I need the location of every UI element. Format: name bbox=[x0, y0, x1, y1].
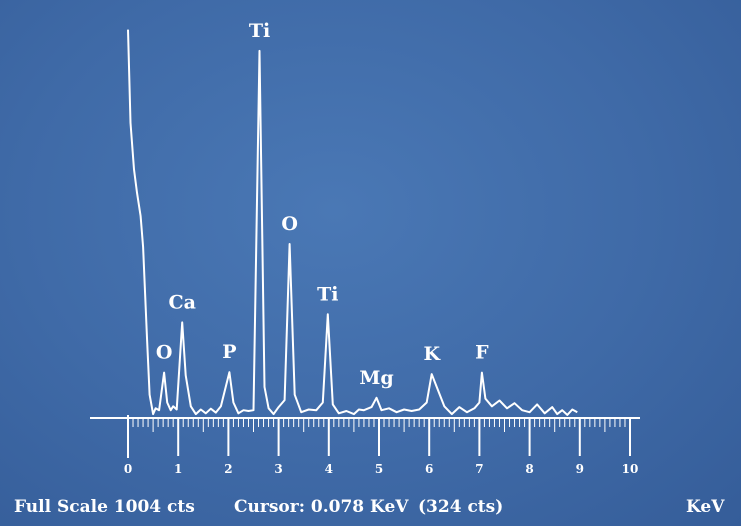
x-tick-label: 7 bbox=[475, 462, 483, 476]
x-tick-label: 9 bbox=[576, 462, 584, 476]
peak-label: K bbox=[423, 343, 441, 365]
x-tick-label: 4 bbox=[325, 462, 333, 476]
peak-label: P bbox=[222, 341, 236, 363]
status-bar: Full Scale 1004 cts Cursor: 0.078 KeV (3… bbox=[14, 497, 734, 521]
peak-label: Ti bbox=[249, 20, 270, 42]
peak-label: O bbox=[281, 213, 298, 235]
peak-label: Ca bbox=[168, 291, 195, 313]
x-tick-label: 1 bbox=[174, 462, 182, 476]
spectrum-series bbox=[127, 29, 578, 416]
x-tick-label: 3 bbox=[274, 462, 282, 476]
x-tick-label: 2 bbox=[224, 462, 232, 476]
x-axis: 0 1 2 3 4 5 6 7 8 9 10 bbox=[90, 415, 640, 476]
x-tick-label: 5 bbox=[375, 462, 383, 476]
x-tick-label: 6 bbox=[425, 462, 433, 476]
cursor-readout: Cursor: 0.078 KeV bbox=[234, 497, 409, 517]
spectrum-line bbox=[127, 29, 578, 416]
peak-label: Ti bbox=[317, 283, 338, 305]
peak-label: F bbox=[475, 342, 489, 364]
cursor-counts-readout: (324 cts) bbox=[418, 497, 504, 517]
peak-label: Mg bbox=[359, 367, 393, 389]
peak-labels: O Ca P Ti O Ti Mg K F bbox=[156, 20, 489, 389]
energy-unit-label: KeV bbox=[686, 497, 725, 517]
full-scale-readout: Full Scale 1004 cts bbox=[14, 497, 195, 517]
x-tick-label: 0 bbox=[124, 462, 132, 476]
peak-label: O bbox=[156, 342, 173, 364]
x-tick-label: 8 bbox=[525, 462, 533, 476]
x-tick-label: 10 bbox=[622, 462, 639, 476]
